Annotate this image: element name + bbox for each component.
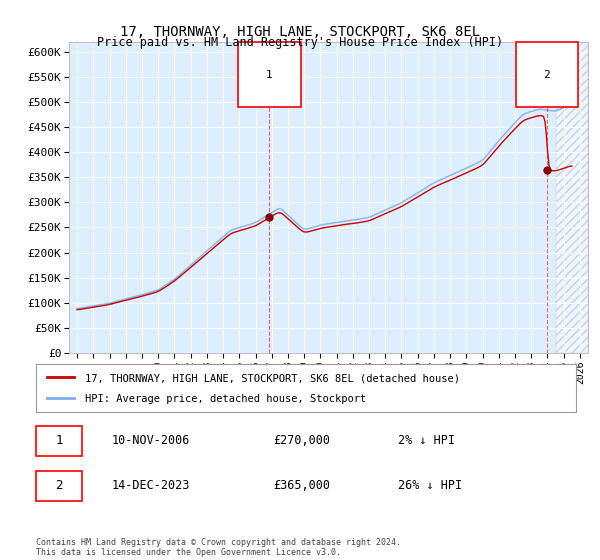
- Text: 2: 2: [544, 69, 550, 80]
- Text: 17, THORNWAY, HIGH LANE, STOCKPORT, SK6 8EL: 17, THORNWAY, HIGH LANE, STOCKPORT, SK6 …: [120, 25, 480, 39]
- Text: 1: 1: [55, 435, 63, 447]
- Text: Price paid vs. HM Land Registry's House Price Index (HPI): Price paid vs. HM Land Registry's House …: [97, 36, 503, 49]
- Text: 26% ↓ HPI: 26% ↓ HPI: [398, 479, 462, 492]
- Text: HPI: Average price, detached house, Stockport: HPI: Average price, detached house, Stoc…: [85, 394, 366, 404]
- Text: 14-DEC-2023: 14-DEC-2023: [112, 479, 190, 492]
- Text: £270,000: £270,000: [274, 435, 331, 447]
- Text: 2: 2: [55, 479, 63, 492]
- Text: 2% ↓ HPI: 2% ↓ HPI: [398, 435, 455, 447]
- Text: Contains HM Land Registry data © Crown copyright and database right 2024.
This d: Contains HM Land Registry data © Crown c…: [36, 538, 401, 557]
- Text: £365,000: £365,000: [274, 479, 331, 492]
- FancyBboxPatch shape: [36, 426, 82, 456]
- FancyBboxPatch shape: [36, 470, 82, 501]
- Text: 17, THORNWAY, HIGH LANE, STOCKPORT, SK6 8EL (detached house): 17, THORNWAY, HIGH LANE, STOCKPORT, SK6 …: [85, 374, 460, 383]
- Text: 1: 1: [266, 69, 273, 80]
- Text: 10-NOV-2006: 10-NOV-2006: [112, 435, 190, 447]
